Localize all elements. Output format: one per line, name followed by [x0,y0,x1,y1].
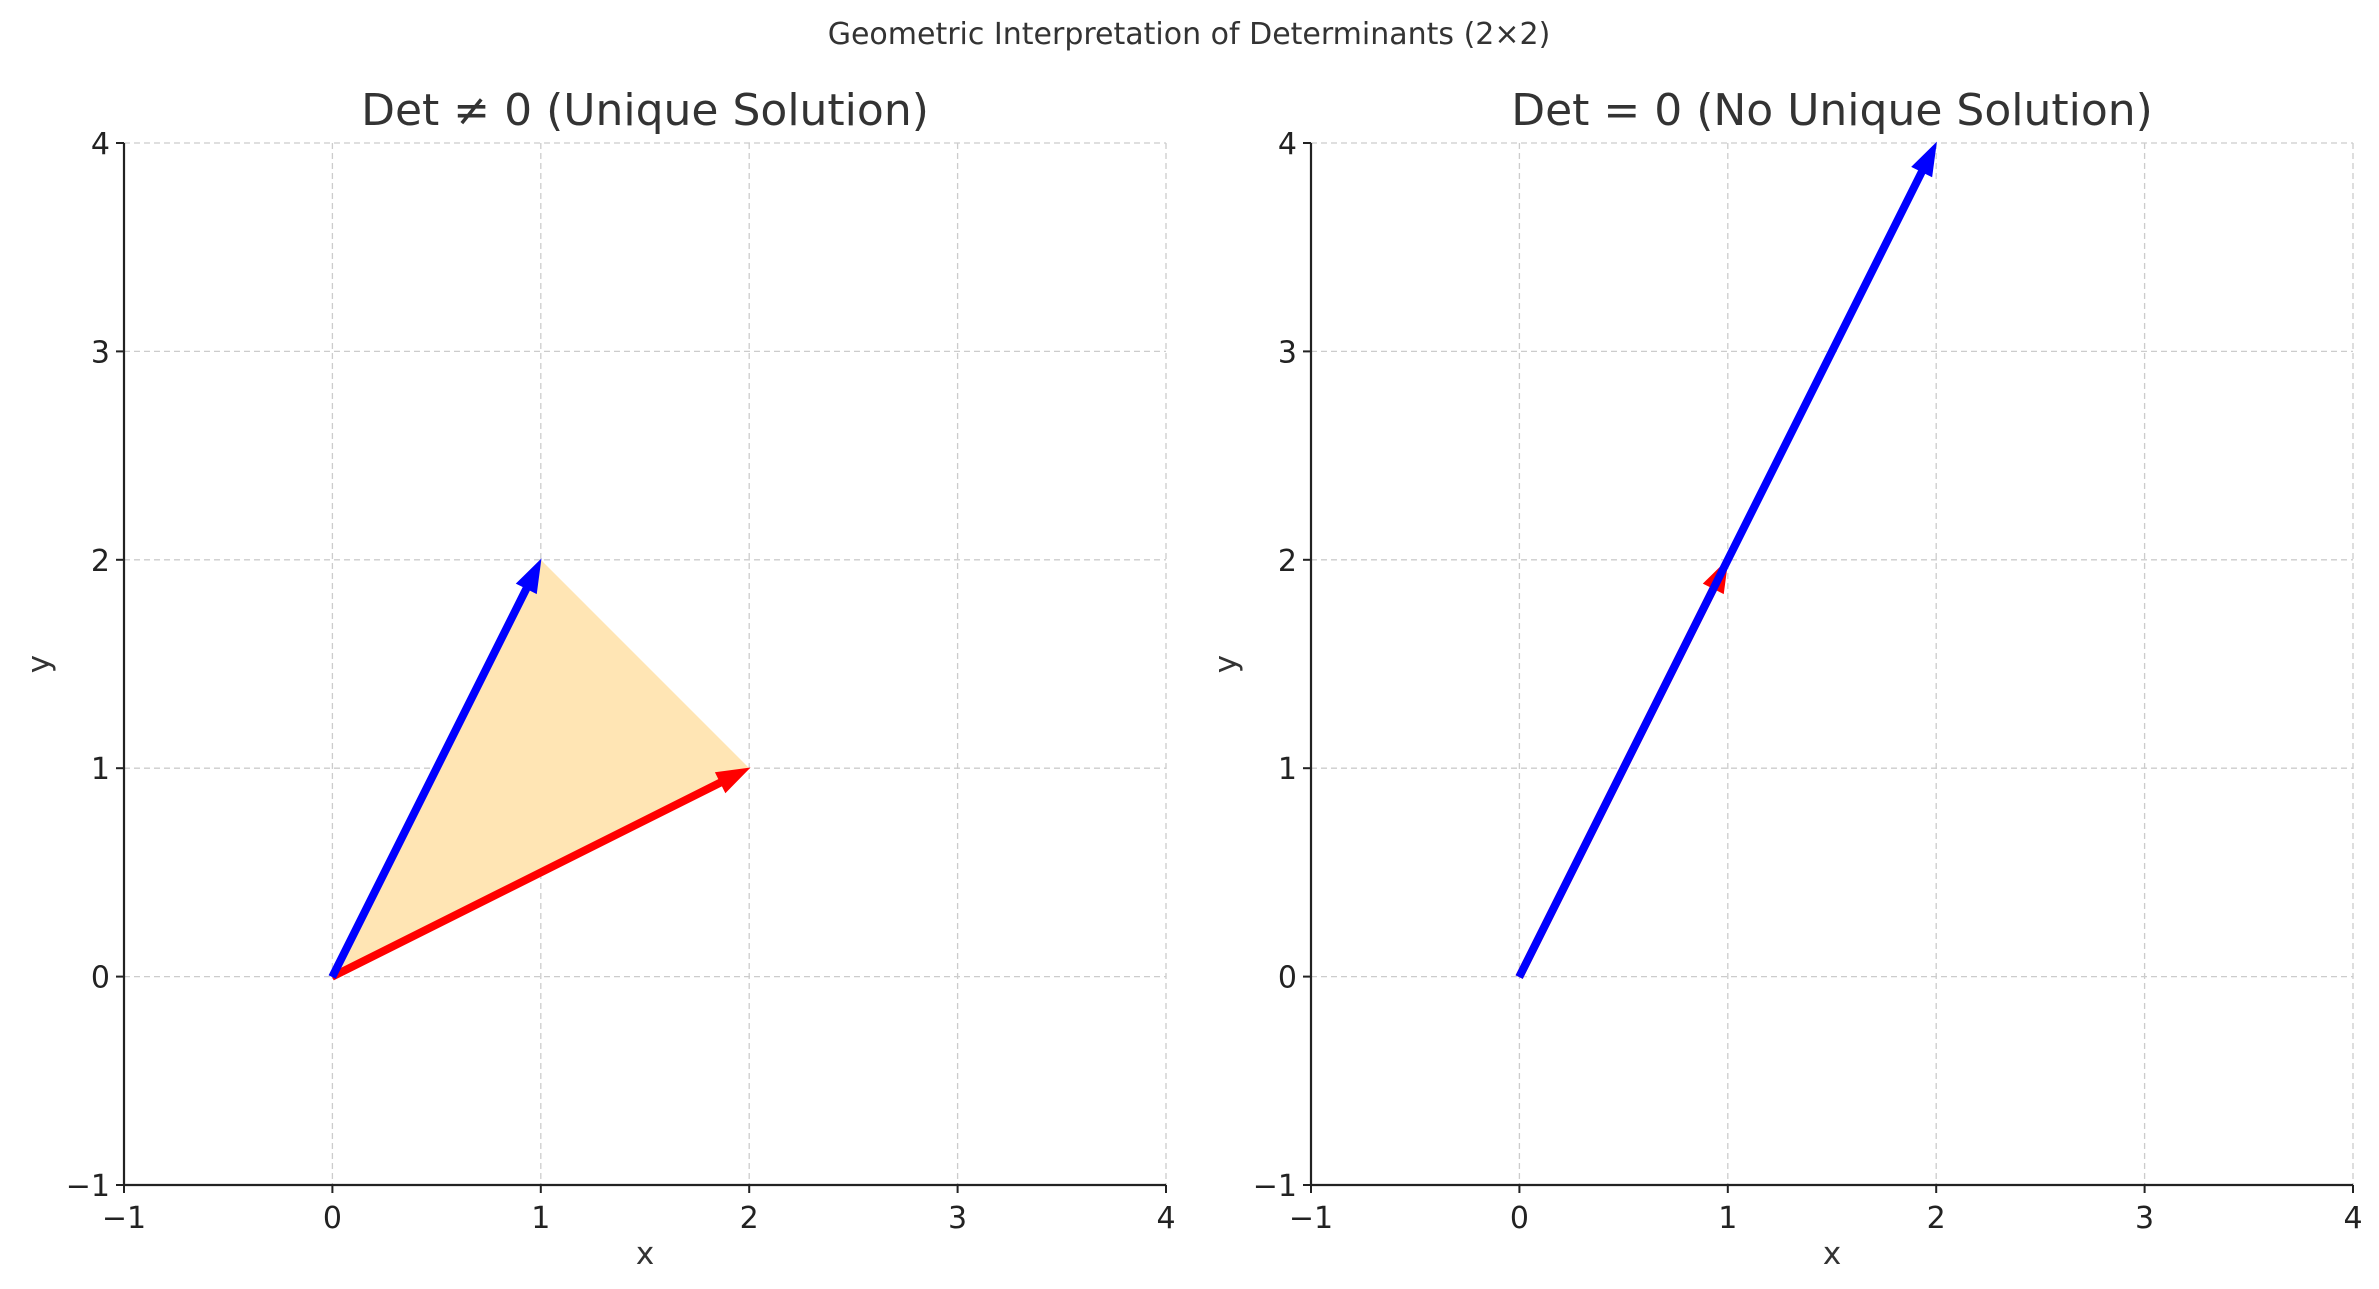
figure-suptitle: Geometric Interpretation of Determinants… [828,17,1551,52]
left-chart-panel: −1 0 1 2 3 4 −1 0 1 2 3 4 x y Det ≠ 0 (Unique Solution… [21,85,1176,1272]
y-tick-label: 4 [1278,127,1297,162]
x-tick-label: −1 [1289,1201,1333,1236]
vector-arrow-2 [328,558,542,979]
x-tick-label: 1 [1718,1201,1737,1236]
x-tick-label: −1 [102,1201,146,1236]
vector-arrow-1 [330,767,751,981]
y-tick-label: 0 [1278,961,1297,996]
y-tick-label: 3 [1278,335,1297,370]
x-tick-label: 3 [2135,1201,2154,1236]
x-tick-label: 2 [1927,1201,1946,1236]
chart-title: Det ≠ 0 (Unique Solution) [361,85,929,136]
vector-arrow-2 [1515,141,1937,979]
y-tick-label: 4 [91,127,110,162]
x-axis-label: x [1823,1236,1841,1272]
x-tick-label: 2 [740,1201,759,1236]
y-tick-label: 2 [1278,544,1297,579]
x-tick-label: 3 [948,1201,967,1236]
y-tick-label: 2 [91,544,110,579]
y-tick-label: 0 [91,961,110,996]
chart-title: Det = 0 (No Unique Solution) [1511,85,2153,136]
y-axis-label: y [21,655,57,673]
y-axis-label: y [1208,655,1244,673]
x-tick-label: 0 [1510,1201,1529,1236]
x-tick-label: 0 [323,1201,342,1236]
parallelogram-area [332,559,750,977]
y-tick-label: 1 [91,752,110,787]
x-tick-label: 1 [531,1201,550,1236]
right-chart-panel: −1 0 1 2 3 4 −1 0 1 2 3 4 x y Det = 0 (No Unique Solut… [1208,85,2363,1272]
x-tick-label: 4 [1156,1201,1175,1236]
x-axis-label: x [636,1236,654,1272]
y-tick-label: 1 [1278,752,1297,787]
y-tick-label: −1 [66,1169,110,1204]
x-tick-label: 4 [2343,1201,2362,1236]
y-tick-label: −1 [1253,1169,1297,1204]
y-tick-label: 3 [91,335,110,370]
